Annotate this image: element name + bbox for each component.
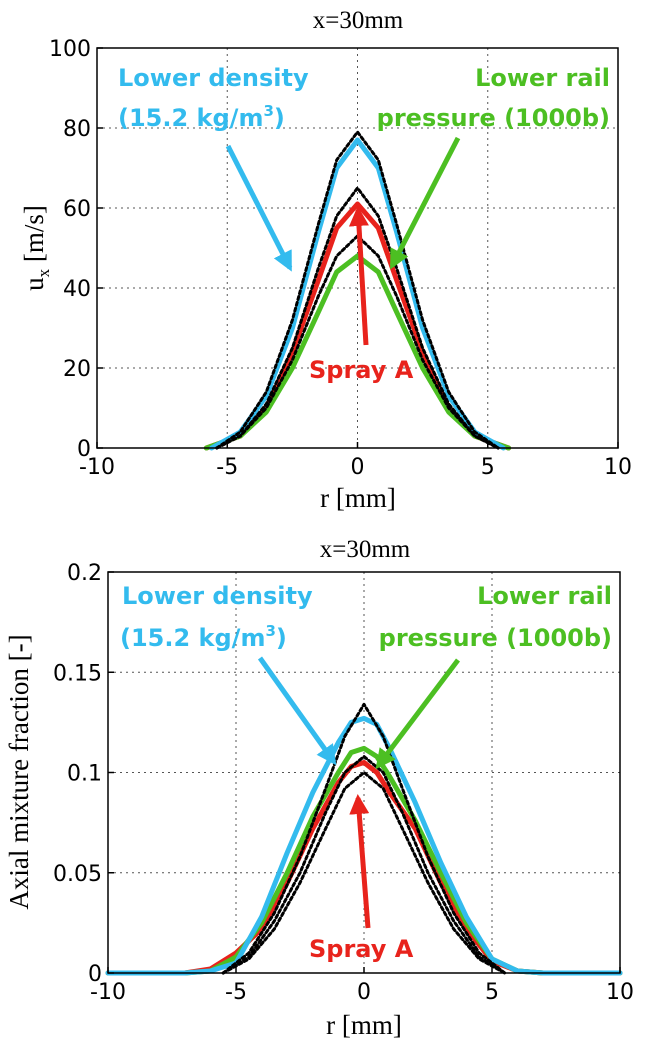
annotation-label: Lower rail <box>475 64 610 92</box>
y-tick-label: 80 <box>63 117 91 142</box>
y-tick-label: 20 <box>63 357 91 382</box>
x-tick-label: -5 <box>225 980 247 1005</box>
chart-top-y-axis-label: ux [m/s] <box>19 205 53 291</box>
x-tick-label: -5 <box>216 455 238 480</box>
annotation-label: Spray A <box>309 356 414 384</box>
y-tick-label: 0.15 <box>53 661 102 686</box>
annotation-label: Lower density <box>122 582 313 610</box>
annotation-arrow <box>389 136 461 270</box>
annotation-label: (15.2 kg/m3) <box>118 102 285 132</box>
annotation-arrow <box>348 206 369 346</box>
y-tick-label: 0 <box>77 437 91 462</box>
chart-bottom-y-axis-label: Axial mixture fraction [-] <box>4 634 34 909</box>
chart-top-x-axis-label: r [mm] <box>320 483 396 513</box>
series-line-model <box>215 130 500 450</box>
annotation-label: Lower density <box>118 64 309 92</box>
annotation-label: Spray A <box>309 935 414 963</box>
chart-bottom-annotation-lower-density: Lower density (15.2 kg/m3) <box>120 582 337 766</box>
series-line-model <box>215 186 500 450</box>
chart-top-annotation-lower-density: Lower density (15.2 kg/m3) <box>118 64 309 272</box>
y-tick-label: 0.2 <box>67 561 102 586</box>
chart-top: x=30mm -10 -5 0 5 10 0 20 40 60 80 100 r [mm] ux … <box>19 7 632 513</box>
x-tick-label: 0 <box>351 455 365 480</box>
annotation-label: pressure (1000b) <box>379 624 612 652</box>
chart-top-y-ticks: 0 20 40 60 80 100 <box>49 37 103 462</box>
series-line-lower-rail <box>203 253 512 451</box>
y-tick-label: 0 <box>88 962 102 987</box>
chart-top-title: x=30mm <box>313 7 404 34</box>
series-line-model <box>221 755 507 975</box>
chart-top-grid <box>97 48 618 448</box>
annotation-arrow <box>257 656 337 766</box>
annotation-arrow <box>375 658 460 770</box>
x-tick-label: 5 <box>485 980 499 1005</box>
series-line-lower-density <box>209 137 506 451</box>
x-tick-label: 10 <box>606 980 634 1005</box>
chart-bottom-x-ticks: -10 -5 0 5 10 <box>90 967 634 1005</box>
x-tick-label: -10 <box>79 455 115 480</box>
annotation-label: (15.2 kg/m3) <box>120 622 287 652</box>
x-tick-label: 0 <box>357 980 371 1005</box>
chart-bottom-grid <box>108 572 620 973</box>
chart-top-x-ticks: -10 -5 0 5 10 <box>79 442 632 480</box>
chart-bottom-annotation-spray-a: Spray A <box>309 794 414 963</box>
x-tick-label: 5 <box>481 455 495 480</box>
annotation-arrow <box>225 144 293 272</box>
y-tick-label: 0.05 <box>53 862 102 887</box>
chart-bottom-x-axis-label: r [mm] <box>326 1010 402 1040</box>
series-line-model <box>221 702 507 975</box>
chart-bottom-annotation-lower-rail: Lower rail pressure (1000b) <box>375 582 612 770</box>
y-tick-label: 40 <box>63 277 91 302</box>
y-tick-label: 100 <box>49 37 91 62</box>
x-tick-label: -10 <box>90 980 126 1005</box>
chart-top-annotation-spray-a: Spray A <box>309 206 414 384</box>
x-tick-label: 10 <box>604 455 632 480</box>
annotation-label: Lower rail <box>477 582 612 610</box>
y-tick-label: 0.1 <box>67 762 102 787</box>
chart-top-annotation-lower-rail: Lower rail pressure (1000b) <box>377 64 610 270</box>
chart-top-series <box>203 130 512 451</box>
chart-bottom-y-ticks: 0 0.05 0.1 0.15 0.2 <box>53 561 114 987</box>
chart-bottom-series <box>105 702 623 976</box>
series-line-model <box>221 771 507 975</box>
chart-bottom-title: x=30mm <box>320 536 411 563</box>
annotation-label: pressure (1000b) <box>377 104 610 132</box>
y-tick-label: 60 <box>63 197 91 222</box>
chart-bottom: x=30mm -10 -5 0 5 10 00.050.10.150.2 r [mm] … <box>4 536 634 1040</box>
annotation-arrow <box>349 794 371 929</box>
